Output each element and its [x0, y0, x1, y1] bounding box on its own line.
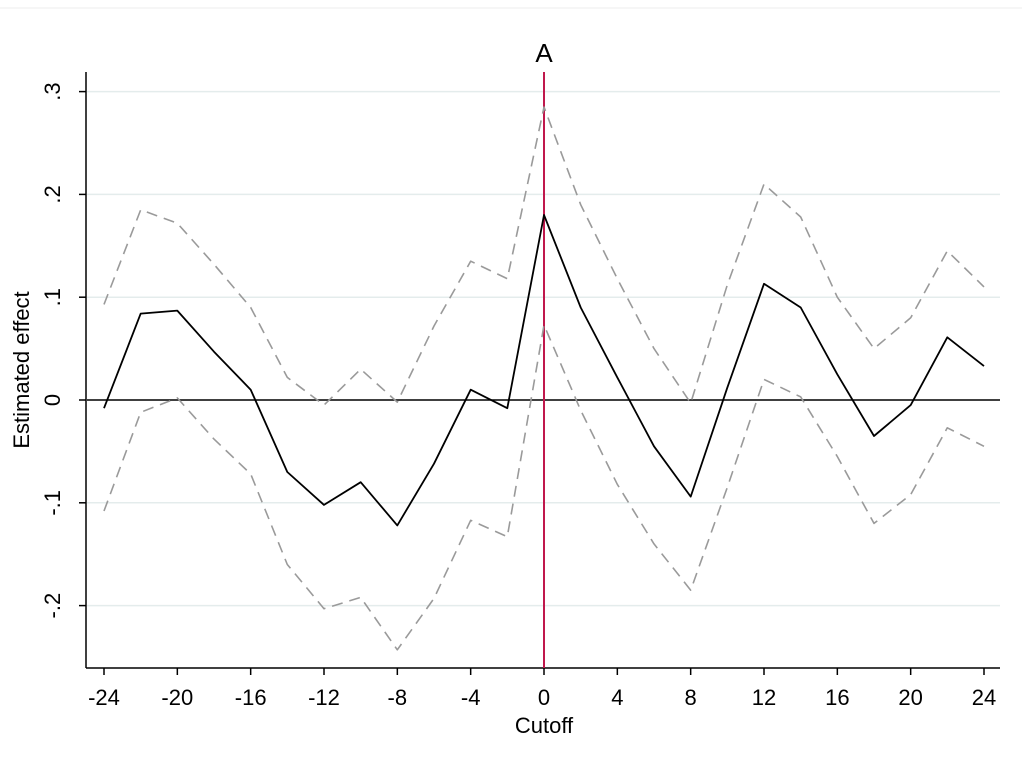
x-tick-label: -16	[235, 685, 267, 710]
x-tick-label: 16	[825, 685, 849, 710]
y-tick-label: .2	[40, 185, 65, 203]
x-axis-title: Cutoff	[515, 713, 574, 738]
x-tick-label: -8	[388, 685, 408, 710]
y-axis-title: Estimated effect	[9, 291, 34, 448]
data-series	[103, 106, 985, 651]
x-tick-label: 8	[685, 685, 697, 710]
reference-lines	[87, 72, 1000, 668]
y-tick-label: -.1	[40, 490, 65, 516]
x-tick-label: -20	[161, 685, 193, 710]
lower-ci-series-line	[103, 324, 985, 651]
chart-title: A	[535, 38, 553, 68]
y-tick-label: .3	[40, 82, 65, 100]
x-tick-label: 12	[752, 685, 776, 710]
y-axis-ticks: -.2 -.1 0 .1 .2 .3	[40, 82, 86, 618]
y-tick-label: -.2	[40, 593, 65, 619]
x-tick-label: -24	[88, 685, 120, 710]
x-tick-label: 4	[611, 685, 623, 710]
x-tick-label: -12	[308, 685, 340, 710]
x-tick-label: 20	[898, 685, 922, 710]
x-axis-ticks: -24 -20 -16 -12 -8 -4 0 4 8 12 16 20 24	[88, 668, 996, 710]
estimate-series-line	[103, 214, 985, 527]
x-tick-label: 24	[972, 685, 996, 710]
x-tick-label: -4	[461, 685, 481, 710]
upper-ci-series-line	[103, 106, 985, 406]
x-tick-label: 0	[538, 685, 550, 710]
y-tick-label: 0	[40, 394, 65, 406]
y-tick-label: .1	[40, 288, 65, 306]
